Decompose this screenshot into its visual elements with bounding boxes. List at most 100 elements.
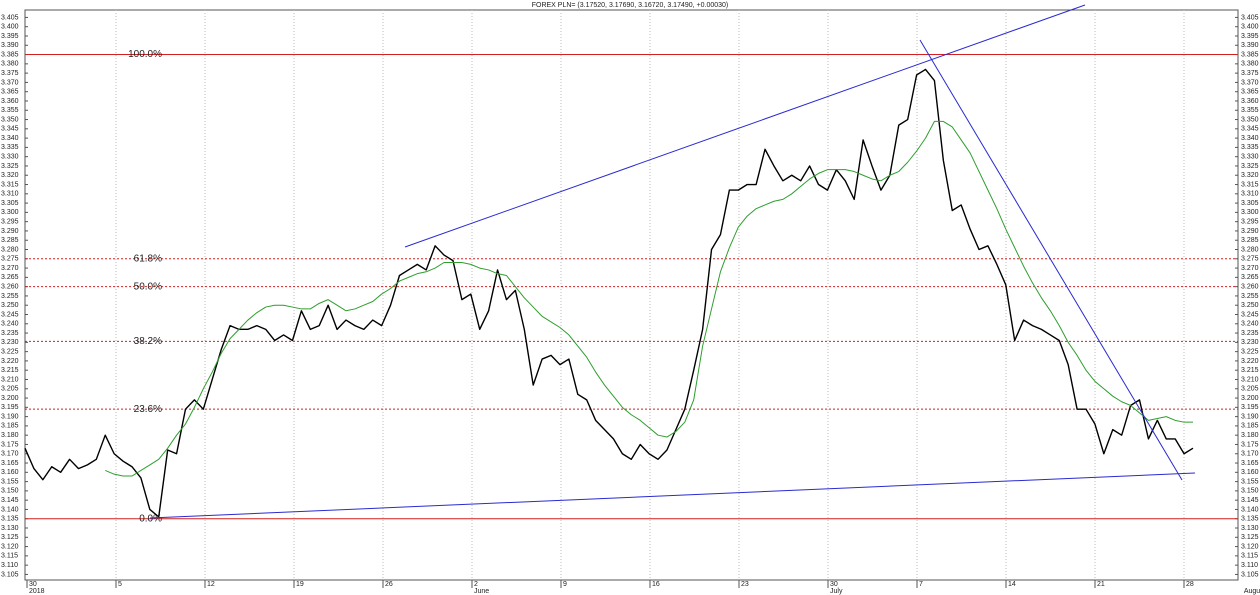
x-tick-label: 7 [919,581,923,588]
y-tick-label: 3.385 [1,51,19,58]
y-tick-label: 3.180 [1241,432,1259,439]
y-tick-label: 3.210 [1,376,19,383]
y-tick-label: 3.345 [1,126,19,133]
y-tick-label: 3.125 [1,534,19,541]
y-tick-label: 3.320 [1,172,19,179]
y-tick-label: 3.300 [1241,209,1259,216]
y-tick-label: 3.280 [1,246,19,253]
y-tick-label: 3.290 [1241,228,1259,235]
y-tick-label: 3.135 [1,516,19,523]
y-tick-label: 3.205 [1,386,19,393]
y-tick-label: 3.405 [1241,14,1259,21]
y-tick-label: 3.245 [1241,311,1259,318]
x-tick-label: 19 [296,581,304,588]
y-tick-label: 3.275 [1,256,19,263]
y-tick-label: 3.270 [1,265,19,272]
y-tick-label: 3.360 [1241,98,1259,105]
y-tick-label: 3.395 [1241,33,1259,40]
y-tick-label: 3.130 [1241,525,1259,532]
chart-title: FOREX PLN= (3.17520, 3.17690, 3.16720, 3… [532,2,729,9]
y-tick-label: 3.400 [1,24,19,31]
month-label: 2018 [29,588,45,595]
x-tick-label: 14 [1008,581,1016,588]
y-tick-label: 3.255 [1,293,19,300]
y-tick-label: 3.280 [1241,246,1259,253]
y-tick-label: 3.190 [1241,413,1259,420]
trendline [919,39,1183,481]
y-tick-label: 3.340 [1241,135,1259,142]
y-tick-label: 3.200 [1,395,19,402]
y-tick-label: 3.355 [1,107,19,114]
y-tick-label: 3.315 [1241,181,1259,188]
x-tick-label: 9 [563,581,567,588]
x-tick-label: 12 [207,581,215,588]
y-tick-label: 3.340 [1,135,19,142]
x-tick-label: 26 [385,581,393,588]
y-tick-label: 3.230 [1,339,19,346]
y-tick-label: 3.160 [1,469,19,476]
y-tick-label: 3.270 [1241,265,1259,272]
y-tick-label: 3.145 [1241,497,1259,504]
x-tick-label: 23 [741,581,749,588]
x-tick-label: 5 [118,581,122,588]
y-tick-label: 3.335 [1,144,19,151]
y-tick-label: 3.330 [1241,154,1259,161]
y-tick-label: 3.225 [1,348,19,355]
y-tick-label: 3.365 [1241,89,1259,96]
y-tick-label: 3.180 [1,432,19,439]
y-tick-label: 3.190 [1,413,19,420]
y-tick-label: 3.215 [1,367,19,374]
y-tick-label: 3.260 [1,283,19,290]
y-tick-label: 3.320 [1241,172,1259,179]
y-tick-label: 3.345 [1241,126,1259,133]
y-tick-label: 3.140 [1,506,19,513]
x-tick-label: 28 [1186,581,1194,588]
x-tick-label: 30 [830,581,838,588]
y-tick-label: 3.220 [1241,358,1259,365]
y-tick-label: 3.390 [1241,42,1259,49]
y-tick-label: 3.175 [1241,441,1259,448]
y-tick-label: 3.170 [1,451,19,458]
series-line [105,120,1193,477]
y-tick-label: 3.235 [1,330,19,337]
y-tick-label: 3.265 [1241,274,1259,281]
y-tick-label: 3.335 [1241,144,1259,151]
y-tick-label: 3.115 [1241,553,1258,560]
y-tick-label: 3.305 [1,200,19,207]
y-tick-label: 3.195 [1241,404,1259,411]
x-tick-label: 2 [474,581,478,588]
y-tick-label: 3.130 [1,525,19,532]
y-tick-label: 3.295 [1241,219,1259,226]
y-tick-label: 3.135 [1241,516,1259,523]
y-tick-label: 3.325 [1,163,19,170]
x-tick-label: 30 [29,581,37,588]
month-label: July [830,588,843,595]
level-label: 0.0% [139,513,162,524]
y-tick-label: 3.120 [1,543,19,550]
y-tick-label: 3.210 [1241,376,1259,383]
y-tick-label: 3.400 [1241,24,1259,31]
y-tick-label: 3.260 [1241,283,1259,290]
y-tick-label: 3.175 [1,441,19,448]
level-label: 50.0% [134,281,162,292]
y-tick-label: 3.390 [1,42,19,49]
y-tick-label: 3.230 [1241,339,1259,346]
y-tick-label: 3.105 [1,571,19,578]
y-tick-label: 3.185 [1241,423,1259,430]
y-tick-label: 3.365 [1,89,19,96]
y-tick-label: 3.380 [1241,61,1259,68]
y-tick-label: 3.360 [1,98,19,105]
x-tick-label: 16 [652,581,660,588]
trendlines [149,4,1196,519]
y-tick-label: 3.105 [1241,571,1259,578]
y-tick-label: 3.200 [1241,395,1259,402]
y-tick-label: 3.350 [1,116,19,123]
y-tick-label: 3.165 [1,460,19,467]
y-tick-label: 3.370 [1241,79,1259,86]
y-tick-label: 3.350 [1241,116,1259,123]
y-tick-label: 3.380 [1,61,19,68]
y-tick-label: 3.310 [1,191,19,198]
y-tick-label: 3.395 [1,33,19,40]
level-label: 61.8% [134,253,162,264]
